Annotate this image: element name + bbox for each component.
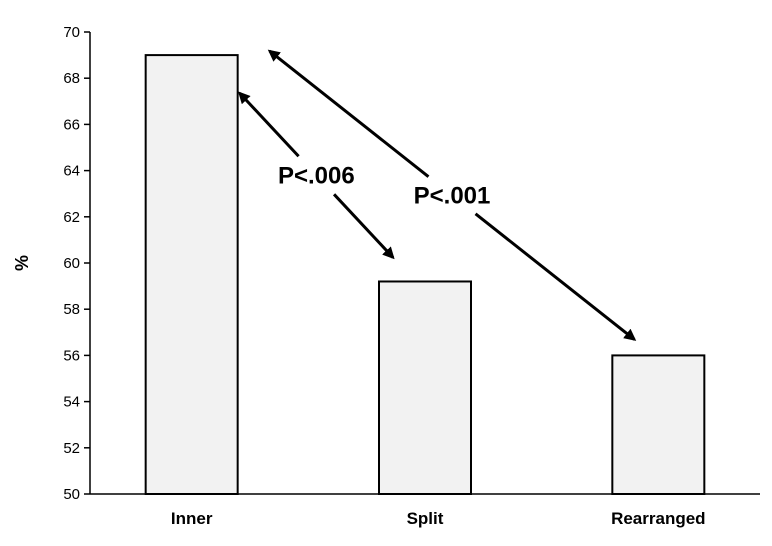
y-tick-label: 64: [63, 163, 80, 180]
y-tick-label: 62: [63, 209, 80, 226]
y-tick-label: 70: [63, 24, 80, 41]
y-tick-label: 52: [63, 440, 80, 457]
x-tick-label-split: Split: [407, 509, 444, 528]
p-value-label: P<.001: [414, 182, 491, 209]
p-value-label: P<.006: [278, 162, 355, 189]
significance-arrow-segment: [267, 49, 430, 178]
y-axis-label: %: [12, 255, 32, 271]
bars: [144, 54, 706, 496]
y-tick-label: 50: [63, 486, 80, 503]
x-axis-labels: Inner Split Rearranged: [171, 509, 706, 528]
x-tick-label-inner: Inner: [171, 509, 213, 528]
y-tick-label: 56: [63, 347, 80, 364]
bar-inner: [144, 54, 239, 495]
significance-annotations: P<.006 P<.001: [238, 49, 637, 341]
y-tick-label: 66: [63, 116, 80, 133]
significance-arrow-segment: [238, 91, 300, 158]
y-tick-label: 60: [63, 255, 80, 272]
x-tick-label-rearranged: Rearranged: [611, 509, 705, 528]
significance-arrow-segment: [332, 193, 395, 260]
y-tick-label: 58: [63, 301, 80, 318]
bar-split: [378, 280, 472, 496]
y-tick-label: 54: [63, 394, 80, 411]
bar-rearranged: [611, 354, 706, 495]
y-axis-ticks: 50 52 54 56 58 60 62 64 66 68 70: [63, 24, 90, 503]
significance-arrow-segment: [474, 212, 637, 341]
y-tick-label: 68: [63, 70, 80, 87]
